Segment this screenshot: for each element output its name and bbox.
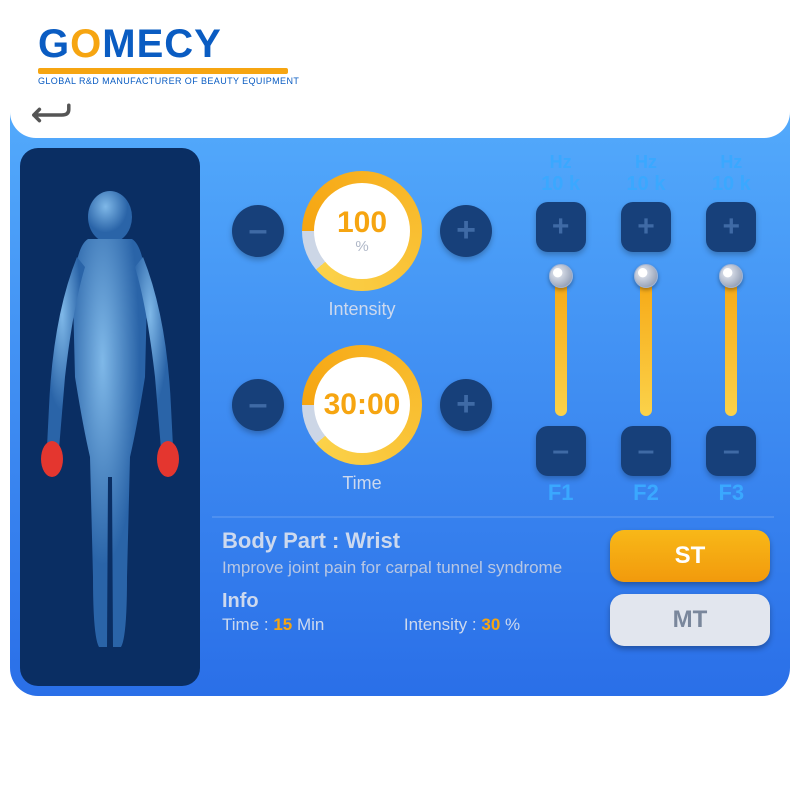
body-figure-panel [20, 148, 200, 686]
plus-icon: + [456, 211, 476, 250]
info-time-value: 15 [273, 615, 292, 634]
time-minus-button[interactable]: – [232, 379, 284, 431]
freq-f3-label: F3 [718, 480, 744, 506]
brand-tagline: GLOBAL R&D MANUFACTURER OF BEAUTY EQUIPM… [38, 76, 762, 86]
freq-f3-slider[interactable] [725, 266, 737, 416]
freq-f2-label: F2 [633, 480, 659, 506]
minus-icon: – [723, 434, 740, 468]
plus-icon: + [552, 210, 570, 244]
back-icon [31, 100, 73, 130]
slider-knob[interactable] [634, 264, 658, 288]
hz-label: Hz [720, 152, 742, 173]
intensity-dial[interactable]: 100 % [302, 171, 422, 291]
info-details: Time : 15 Min Intensity : 30 % [222, 615, 600, 635]
intensity-value: 100 [337, 206, 387, 240]
info-intensity-label: Intensity : [404, 615, 477, 634]
time-label: Time [232, 473, 492, 494]
time-dial[interactable]: 30:00 [302, 345, 422, 465]
freq-f1-minus-button[interactable]: – [536, 426, 586, 476]
frequency-panel: Hz 10 k + – F1 Hz 10 k + – [512, 148, 780, 516]
mode-mt-label: MT [673, 606, 708, 634]
freq-value-f3: 10 k [712, 173, 751, 196]
hz-label: Hz [550, 152, 572, 173]
info-time-unit: Min [297, 615, 324, 634]
freq-f2-slider[interactable] [640, 266, 652, 416]
mode-st-button[interactable]: ST [610, 530, 770, 582]
info-intensity-unit: % [505, 615, 520, 634]
plus-icon: + [456, 385, 476, 424]
divider [212, 516, 774, 518]
info-heading: Info [222, 590, 600, 613]
info-panel: Body Part : Wrist Improve joint pain for… [222, 528, 600, 682]
mode-mt-button[interactable]: MT [610, 594, 770, 646]
brand-logo: GOMECY [38, 24, 762, 64]
body-part-label: Body Part : [222, 528, 339, 553]
freq-f2-minus-button[interactable]: – [621, 426, 671, 476]
info-intensity-value: 30 [481, 615, 500, 634]
body-part-value: Wrist [345, 528, 400, 553]
minus-icon: – [552, 434, 569, 468]
freq-channel-f2: Hz 10 k + – F2 [605, 152, 687, 516]
body-figure[interactable] [35, 177, 185, 657]
mode-st-label: ST [675, 542, 706, 570]
freq-f1-plus-button[interactable]: + [536, 202, 586, 252]
body-part-line: Body Part : Wrist [222, 528, 600, 554]
freq-f2-plus-button[interactable]: + [621, 202, 671, 252]
intensity-plus-button[interactable]: + [440, 205, 492, 257]
treatment-description: Improve joint pain for carpal tunnel syn… [222, 558, 600, 578]
hz-label: Hz [635, 152, 657, 173]
header: GOMECY GLOBAL R&D MANUFACTURER OF BEAUTY… [10, 10, 790, 138]
plus-icon: + [637, 210, 655, 244]
freq-value-f1: 10 k [541, 173, 580, 196]
freq-value-f2: 10 k [627, 173, 666, 196]
freq-f3-plus-button[interactable]: + [706, 202, 756, 252]
info-time-label: Time : [222, 615, 269, 634]
freq-f1-label: F1 [548, 480, 574, 506]
minus-icon: – [638, 434, 655, 468]
freq-channel-f3: Hz 10 k + – F3 [690, 152, 772, 516]
minus-icon: – [249, 211, 268, 250]
freq-f3-minus-button[interactable]: – [706, 426, 756, 476]
device-screen: GOMECY GLOBAL R&D MANUFACTURER OF BEAUTY… [10, 10, 790, 696]
time-plus-button[interactable]: + [440, 379, 492, 431]
brand-accent-bar [38, 68, 288, 74]
intensity-label: Intensity [232, 299, 492, 320]
minus-icon: – [249, 385, 268, 424]
intensity-unit: % [355, 238, 368, 255]
plus-icon: + [723, 210, 741, 244]
freq-f1-slider[interactable] [555, 266, 567, 416]
intensity-minus-button[interactable]: – [232, 205, 284, 257]
slider-knob[interactable] [719, 264, 743, 288]
back-button[interactable] [28, 98, 76, 132]
slider-knob[interactable] [549, 264, 573, 288]
freq-channel-f1: Hz 10 k + – F1 [520, 152, 602, 516]
time-value: 30:00 [324, 388, 401, 422]
